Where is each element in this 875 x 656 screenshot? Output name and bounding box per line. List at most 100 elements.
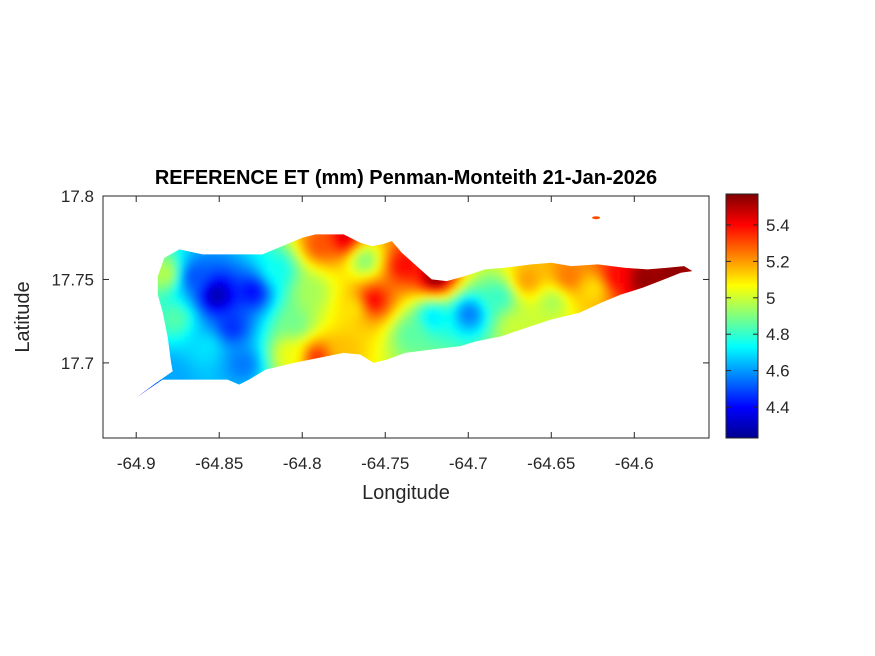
field-cell: [344, 235, 350, 241]
field-cell: [180, 299, 186, 305]
field-cell: [408, 275, 414, 281]
field-cell: [240, 299, 246, 305]
field-cell: [320, 307, 326, 313]
field-cell: [420, 339, 426, 345]
field-cell: [384, 263, 390, 269]
field-cell: [268, 331, 274, 337]
field-cell: [420, 343, 426, 349]
field-cell: [240, 367, 246, 373]
field-cell: [236, 259, 242, 265]
field-cell: [252, 291, 258, 297]
field-cell: [464, 299, 470, 305]
field-cell: [348, 315, 354, 321]
field-cell: [252, 351, 258, 357]
field-cell: [268, 271, 274, 277]
field-cell: [188, 319, 194, 325]
field-cell: [460, 319, 466, 325]
field-cell: [232, 375, 238, 381]
field-cell: [320, 279, 326, 285]
field-cell: [356, 279, 362, 285]
field-cell: [424, 343, 430, 349]
field-cell: [504, 279, 510, 285]
field-cell: [504, 299, 510, 305]
field-cell: [460, 311, 466, 317]
field-cell: [304, 315, 310, 321]
field-cell: [516, 263, 522, 269]
field-cell: [256, 259, 262, 265]
field-cell: [244, 375, 250, 381]
field-cell: [404, 327, 410, 333]
field-cell: [388, 307, 394, 313]
field-cell: [396, 343, 402, 349]
field-cell: [384, 287, 390, 293]
field-cell: [224, 371, 230, 377]
field-cell: [228, 323, 234, 329]
field-cell: [388, 343, 394, 349]
field-cell: [380, 263, 386, 269]
field-cell: [296, 335, 302, 341]
field-cell: [304, 287, 310, 293]
field-cell: [252, 303, 258, 309]
field-cell: [312, 287, 318, 293]
field-cell: [408, 299, 414, 305]
field-cell: [532, 283, 538, 289]
field-cell: [412, 347, 418, 353]
field-cell: [280, 279, 286, 285]
field-cell: [312, 275, 318, 281]
field-cell: [196, 275, 202, 281]
field-cell: [512, 315, 518, 321]
field-cell: [520, 307, 526, 313]
field-cell: [396, 247, 402, 253]
field-cell: [308, 307, 314, 313]
field-cell: [388, 255, 394, 261]
field-cell: [520, 323, 526, 329]
field-cell: [248, 267, 254, 273]
field-cell: [172, 367, 178, 373]
field-cell: [332, 295, 338, 301]
field-cell: [224, 315, 230, 321]
field-cell: [228, 331, 234, 337]
field-cell: [292, 287, 298, 293]
field-cell: [304, 323, 310, 329]
field-cell: [320, 339, 326, 345]
field-cell: [280, 255, 286, 261]
field-cell: [456, 323, 462, 329]
field-cell: [196, 375, 202, 381]
field-cell: [496, 311, 502, 317]
field-cell: [164, 259, 170, 265]
field-cell: [380, 323, 386, 329]
field-cell: [444, 315, 450, 321]
field-cell: [368, 255, 374, 261]
field-cell: [180, 359, 186, 365]
field-cell: [236, 355, 242, 361]
field-cell: [504, 287, 510, 293]
field-cell: [264, 279, 270, 285]
field-cell: [228, 355, 234, 361]
field-cell: [280, 243, 286, 249]
field-cell: [264, 315, 270, 321]
field-cell: [304, 275, 310, 281]
field-cell: [368, 331, 374, 337]
field-cell: [176, 355, 182, 361]
field-cell: [480, 311, 486, 317]
field-cell: [300, 335, 306, 341]
field-cell: [304, 347, 310, 353]
field-cell: [492, 327, 498, 333]
field-cell: [448, 283, 454, 289]
field-cell: [408, 339, 414, 345]
field-cell: [340, 307, 346, 313]
field-cell: [288, 323, 294, 329]
field-cell: [284, 359, 290, 365]
field-cell: [388, 259, 394, 265]
field-cell: [252, 271, 258, 277]
field-cell: [184, 279, 190, 285]
field-cell: [436, 343, 442, 349]
field-cell: [480, 279, 486, 285]
field-cell: [432, 307, 438, 313]
field-cell: [220, 267, 226, 273]
field-cell: [304, 343, 310, 349]
field-cell: [176, 307, 182, 313]
field-cell: [424, 303, 430, 309]
field-cell: [372, 311, 378, 317]
